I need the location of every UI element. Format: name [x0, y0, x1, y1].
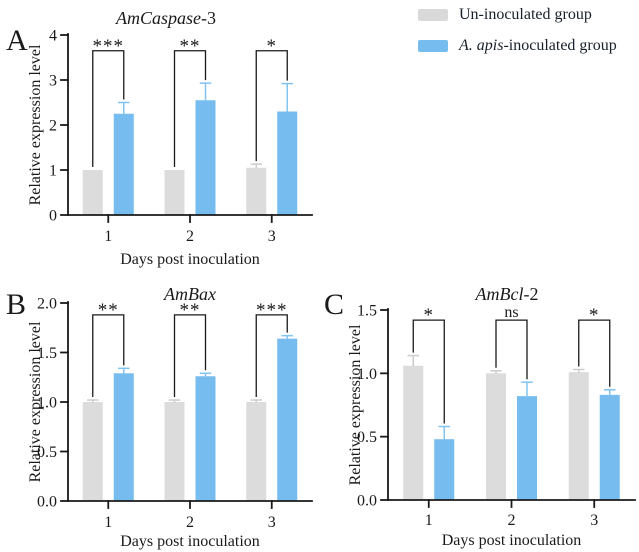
legend-label-inoculated-rest: -inoculated group — [503, 37, 617, 54]
panel-a-amcaspase3-chart: 0 1 2 3 4 1 2 3 *** ** * AmCaspase-3 Days post inocu… — [0, 0, 320, 280]
y-tick-label: 1.5 — [357, 303, 377, 320]
legend-swatch-inoculated — [418, 40, 448, 52]
y-tick-label: 1.0 — [37, 395, 57, 412]
y-tick-label: 0.0 — [37, 494, 57, 511]
bar-uninoculated-day2 — [164, 170, 185, 215]
bar-uninoculated-day3 — [246, 167, 267, 215]
y-tick-label: 0.5 — [37, 444, 57, 461]
x-tick-label: 3 — [590, 512, 598, 529]
y-tick-label: 2.0 — [37, 296, 57, 313]
chart-title: AmBax — [163, 284, 216, 304]
x-tick-label: 2 — [186, 514, 194, 531]
y-tick-label: 1.0 — [357, 366, 377, 383]
sig-label-day3: * — [589, 305, 600, 326]
panel-letter-c: C — [324, 288, 345, 321]
sig-bracket-day2 — [495, 319, 528, 380]
x-tick-label: 1 — [425, 512, 433, 529]
legend-label-uninoculated: Un-inoculated group — [459, 6, 592, 23]
sig-label-day3: *** — [256, 300, 288, 321]
bar-uninoculated-day1 — [82, 170, 103, 215]
x-tick-label: 3 — [268, 228, 276, 245]
legend-item-uninoculated: Un-inoculated group — [418, 6, 636, 24]
bar-uninoculated-day2 — [164, 402, 185, 501]
panel-b-ambax-chart: 0.0 0.5 1.0 1.5 2.0 1 2 3 ** ** *** AmBax Days post … — [0, 280, 320, 552]
bar-uninoculated-day1 — [403, 365, 424, 500]
y-tick-label: 0.5 — [357, 429, 377, 446]
bar-inoculated-day2 — [195, 100, 216, 215]
x-tick-label: 1 — [104, 228, 112, 245]
x-tick-label: 2 — [186, 228, 194, 245]
panel-letter-b: B — [6, 288, 27, 321]
sig-label-day2: ** — [180, 36, 201, 57]
sig-bracket-day1 — [92, 50, 125, 167]
chart-title-suffix: -3 — [201, 8, 216, 28]
y-tick-label: 1 — [49, 163, 57, 180]
bar-inoculated-day3 — [599, 394, 620, 500]
bar-inoculated-day3 — [277, 338, 298, 501]
x-tick-label: 3 — [268, 514, 276, 531]
bar-inoculated-day1 — [434, 439, 455, 500]
legend-label-inoculated: A. apis-inoculated group — [459, 37, 617, 55]
y-tick-label: 3 — [49, 73, 57, 90]
chart-c: 0.0 0.5 1.0 1.5 1 2 3 * ns * AmBcl-2 Days post inoc… — [347, 284, 636, 549]
y-tick-label: 0.0 — [357, 493, 377, 510]
sig-label-day1: ** — [98, 300, 119, 321]
sig-label-day3: * — [266, 36, 277, 57]
panel-c-ambcl2-chart: 0.0 0.5 1.0 1.5 1 2 3 * ns * AmBcl-2 Days post inoc… — [320, 280, 639, 552]
y-tick-label: 0 — [49, 208, 57, 225]
y-axis-label: Relative expression level — [347, 324, 364, 485]
chart-title-gene: AmBax — [163, 284, 216, 304]
legend-item-inoculated: A. apis-inoculated group — [418, 37, 636, 55]
chart-title: AmCaspase-3 — [115, 8, 216, 28]
bar-inoculated-day2 — [517, 396, 537, 500]
chart-title-gene: AmCaspase — [115, 8, 201, 28]
sig-bracket-day3 — [255, 314, 288, 398]
bar-uninoculated-day3 — [568, 372, 589, 500]
sig-bracket-day1 — [412, 319, 445, 424]
bar-inoculated-day1 — [113, 113, 134, 215]
bar-inoculated-day1 — [113, 373, 134, 501]
y-axis-label: Relative expression level — [27, 321, 44, 482]
legend: Un-inoculated group A. apis-inoculated g… — [418, 6, 636, 68]
sig-bracket-day3 — [255, 50, 288, 162]
bar-uninoculated-day2 — [486, 373, 506, 500]
bar-uninoculated-day1 — [82, 402, 103, 501]
sig-bracket-day1 — [92, 314, 125, 398]
sig-bracket-day2 — [173, 314, 207, 398]
x-tick-label: 2 — [508, 512, 516, 529]
sig-label-day1: * — [424, 305, 435, 326]
y-axis-label: Relative expression level — [27, 44, 44, 205]
bar-uninoculated-day3 — [246, 402, 267, 501]
x-axis-label: Days post inoculation — [442, 532, 582, 549]
y-tick-label: 4 — [49, 28, 57, 45]
x-axis-label: Days post inoculation — [120, 251, 260, 268]
chart-title-gene: AmBcl — [475, 284, 524, 304]
chart-title-suffix: -2 — [523, 284, 538, 304]
x-tick-label: 1 — [104, 514, 112, 531]
chart-title: AmBcl-2 — [475, 284, 539, 304]
sig-label-day2: ns — [504, 304, 518, 321]
panel-letter-a: A — [6, 24, 28, 57]
sig-bracket-day3 — [578, 319, 611, 387]
sig-label-day2: ** — [180, 300, 201, 321]
sig-label-day1: *** — [93, 36, 125, 57]
x-axis-label: Days post inoculation — [120, 533, 260, 550]
y-tick-label: 1.5 — [37, 345, 57, 362]
legend-swatch-uninoculated — [418, 9, 448, 21]
sig-bracket-day2 — [173, 50, 207, 167]
legend-label-inoculated-species: A. apis — [459, 37, 504, 54]
y-tick-label: 2 — [49, 118, 57, 135]
bar-inoculated-day3 — [277, 111, 298, 215]
bar-inoculated-day2 — [195, 376, 216, 501]
